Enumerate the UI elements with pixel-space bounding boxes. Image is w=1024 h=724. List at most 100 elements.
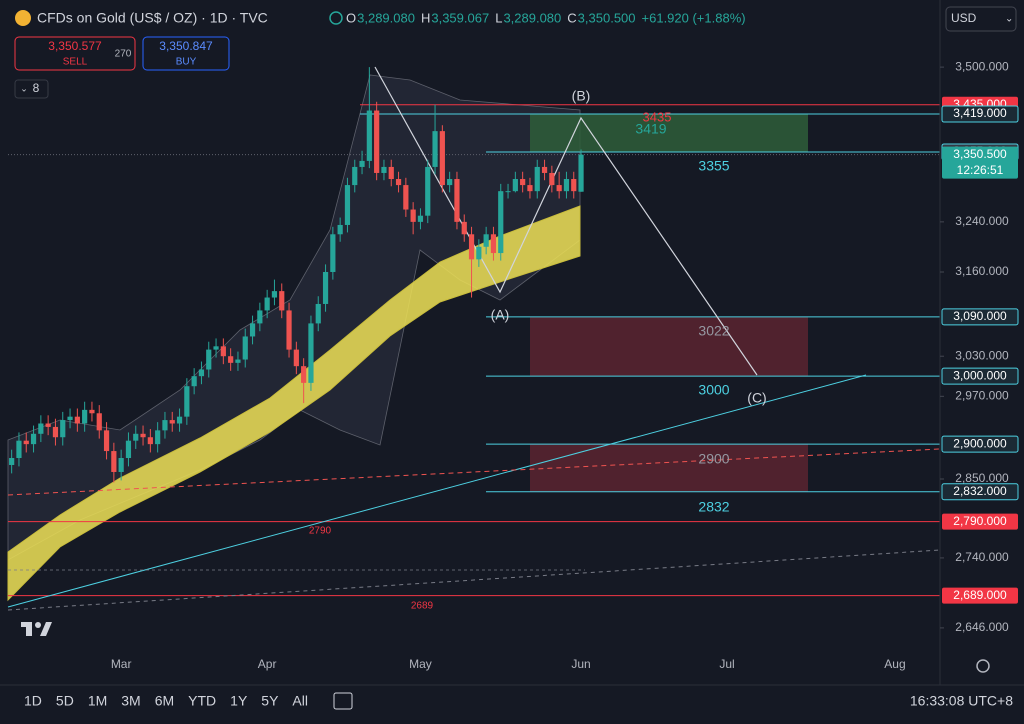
annotation: (C) (747, 390, 766, 406)
candle-body (16, 440, 22, 459)
indicator-chevron[interactable]: ⌄ (20, 83, 28, 93)
candle-body (541, 166, 548, 173)
candle-body (213, 346, 219, 350)
candle-body (322, 271, 329, 304)
candle-body (571, 179, 577, 192)
candle-body (133, 433, 139, 441)
annotation: 2689 (411, 601, 434, 612)
y-tick-label: 3,500.000 (955, 59, 1009, 73)
trend-line-dashed (7, 549, 941, 611)
candle-body (96, 413, 102, 431)
y-tick-label: 3,240.000 (955, 214, 1009, 228)
price-tag-label: 3,090.000 (953, 309, 1007, 323)
candle-body (468, 234, 475, 260)
candle-body (490, 234, 497, 254)
candle-body (330, 234, 336, 272)
candle-body (279, 291, 285, 311)
candle-body (352, 166, 358, 186)
tv-logo (21, 622, 52, 636)
x-tick-label: Jun (571, 657, 590, 671)
candle-body (527, 185, 533, 192)
candle-body (403, 185, 409, 210)
annotation: 3435 (643, 109, 672, 124)
candle-body (432, 131, 438, 167)
candle-body (45, 423, 51, 427)
range-button[interactable]: 5D (56, 693, 74, 709)
price-tag (941, 105, 1019, 123)
currency-chevron[interactable]: ⌄ (1005, 14, 1013, 25)
candle-body (271, 291, 278, 298)
x-tick-label: Apr (258, 657, 277, 671)
price-tag (941, 308, 1019, 326)
trend-line-dashed (7, 448, 941, 496)
candle-body (439, 131, 445, 186)
candle-body (264, 297, 270, 311)
candle-body (67, 416, 73, 421)
indicator-count[interactable]: 8 (33, 81, 40, 95)
range-button[interactable]: 1Y (230, 693, 248, 709)
candle-body (235, 359, 241, 363)
range-button[interactable]: 1M (88, 693, 107, 709)
symbol-title: CFDs on Gold (US$ / OZ) · 1D · TVC (37, 10, 268, 26)
x-tick-label: May (409, 657, 432, 671)
price-tag (941, 483, 1019, 501)
currency[interactable]: USD (951, 11, 977, 25)
range-button[interactable]: 1D (24, 693, 42, 709)
indicator-toggle[interactable] (14, 79, 49, 99)
candle-body (140, 433, 146, 438)
price-tag (942, 587, 1018, 604)
candle-body (563, 179, 570, 192)
candle-body (74, 416, 80, 424)
candle-body (9, 458, 15, 465)
settings-icon[interactable] (976, 659, 990, 673)
candle-body (155, 430, 161, 445)
candle-body (534, 166, 540, 192)
zone (530, 114, 808, 152)
candle-body (23, 440, 29, 445)
candle-body (337, 224, 343, 235)
wave-path (374, 66, 758, 376)
candle-body (147, 437, 153, 445)
date-range-icon[interactable] (333, 692, 353, 710)
y-tick-label: 2,740.000 (955, 550, 1009, 564)
annotation: (B) (572, 88, 591, 104)
ma-ribbon (7, 205, 581, 602)
range-button[interactable]: All (292, 693, 308, 709)
range-button[interactable]: YTD (188, 693, 216, 709)
countdown: 12:26:51 (957, 163, 1004, 177)
change: +61.920 (+1.88%) (642, 10, 746, 25)
buy-label[interactable]: BUY (176, 57, 197, 68)
y-tick-label: 2,970.000 (955, 388, 1009, 402)
candle-body (118, 458, 124, 472)
ohlc-value: 3,289.080 (503, 10, 561, 25)
ohlc-value: 3,350.500 (578, 10, 636, 25)
price-tag-label: 2,832.000 (953, 484, 1007, 498)
sell-button[interactable] (14, 36, 136, 71)
candle-body (520, 179, 526, 186)
buy-button[interactable] (142, 36, 230, 71)
sell-label[interactable]: SELL (63, 57, 88, 68)
zone (530, 316, 808, 377)
range-button[interactable]: 6M (155, 693, 174, 709)
candle-body (52, 426, 59, 438)
range-button[interactable]: 3M (121, 693, 140, 709)
sell-price[interactable]: 3,350.577 (48, 39, 102, 53)
trend-line (7, 374, 867, 608)
candle-body (103, 430, 110, 452)
candle-body (242, 336, 248, 360)
candle-body (549, 172, 555, 186)
candle-body (169, 420, 175, 424)
annotation: 3000 (698, 382, 729, 398)
price-tag-label: 2,790.000 (953, 514, 1007, 528)
price-tag (942, 146, 1018, 179)
range-button[interactable]: 5Y (261, 693, 279, 709)
candle-body (425, 166, 431, 216)
currency-dropdown[interactable] (945, 6, 1017, 32)
buy-price[interactable]: 3,350.847 (159, 39, 213, 53)
candle-body (483, 234, 489, 247)
candle-body (184, 386, 190, 417)
ohlc-value: 3,359.067 (431, 10, 489, 25)
